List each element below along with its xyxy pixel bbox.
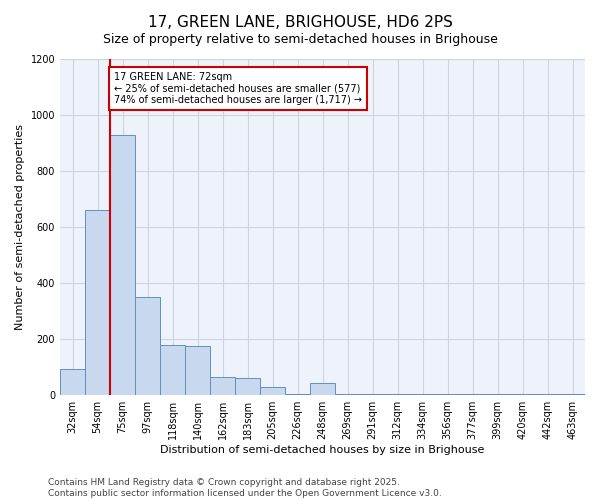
Y-axis label: Number of semi-detached properties: Number of semi-detached properties — [15, 124, 25, 330]
Bar — [335, 394, 360, 395]
Bar — [485, 394, 510, 395]
Bar — [385, 394, 410, 395]
Bar — [560, 394, 585, 395]
Text: Size of property relative to semi-detached houses in Brighouse: Size of property relative to semi-detach… — [103, 32, 497, 46]
Bar — [185, 346, 210, 395]
Bar — [285, 394, 310, 395]
Text: 17, GREEN LANE, BRIGHOUSE, HD6 2PS: 17, GREEN LANE, BRIGHOUSE, HD6 2PS — [148, 15, 452, 30]
Bar — [535, 394, 560, 395]
X-axis label: Distribution of semi-detached houses by size in Brighouse: Distribution of semi-detached houses by … — [160, 445, 485, 455]
Bar — [510, 394, 535, 395]
Bar — [460, 394, 485, 395]
Bar — [410, 394, 435, 395]
Bar — [260, 387, 285, 395]
Bar — [235, 378, 260, 395]
Bar — [210, 377, 235, 395]
Text: 17 GREEN LANE: 72sqm
← 25% of semi-detached houses are smaller (577)
74% of semi: 17 GREEN LANE: 72sqm ← 25% of semi-detac… — [114, 72, 362, 105]
Bar — [310, 382, 335, 395]
Bar — [160, 345, 185, 395]
Bar — [435, 394, 460, 395]
Bar — [85, 210, 110, 395]
Bar — [110, 134, 135, 395]
Bar — [60, 368, 85, 395]
Bar — [135, 297, 160, 395]
Bar — [360, 394, 385, 395]
Text: Contains HM Land Registry data © Crown copyright and database right 2025.
Contai: Contains HM Land Registry data © Crown c… — [48, 478, 442, 498]
